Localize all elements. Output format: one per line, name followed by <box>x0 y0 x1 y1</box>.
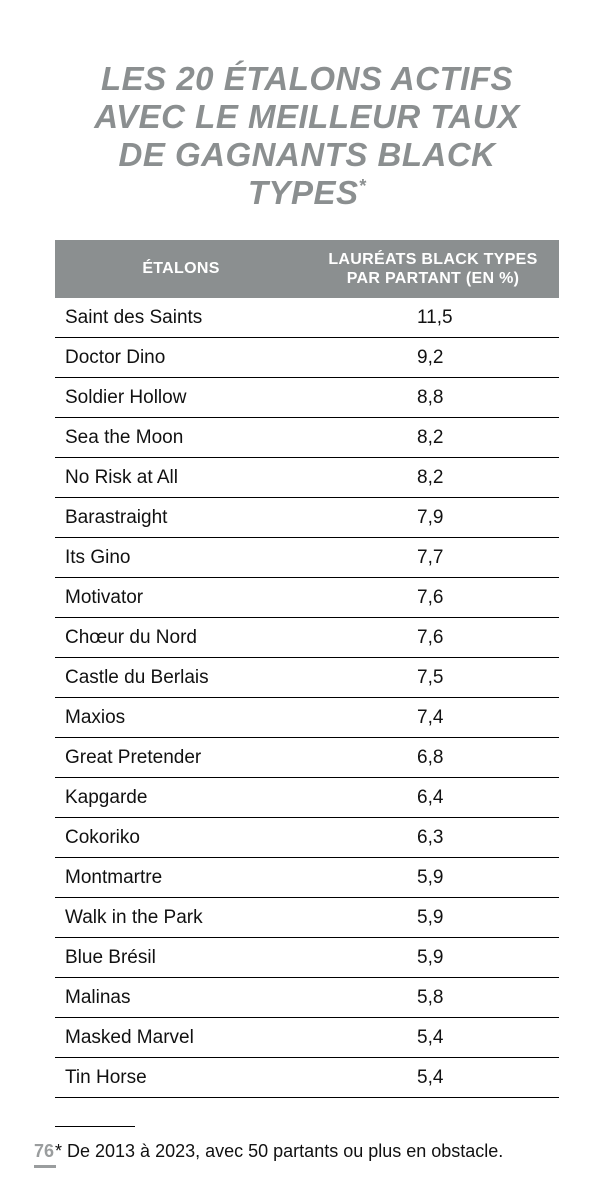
column-header-etalons: ÉTALONS <box>55 240 307 298</box>
cell-percent-value: 8,2 <box>307 458 559 498</box>
cell-stallion-name: Its Gino <box>55 538 307 578</box>
title-line-2: AVEC LE MEILLEUR TAUX <box>55 98 559 136</box>
cell-stallion-name: Sea the Moon <box>55 418 307 458</box>
cell-stallion-name: Masked Marvel <box>55 1018 307 1058</box>
cell-stallion-name: Motivator <box>55 578 307 618</box>
table-header: ÉTALONS LAURÉATS BLACK TYPES PAR PARTANT… <box>55 240 559 298</box>
cell-stallion-name: Doctor Dino <box>55 338 307 378</box>
table-row: Soldier Hollow8,8 <box>55 378 559 418</box>
cell-stallion-name: Saint des Saints <box>55 298 307 338</box>
table-row: Doctor Dino9,2 <box>55 338 559 378</box>
table-row: Chœur du Nord7,6 <box>55 618 559 658</box>
column-header-laureats-line2: PAR PARTANT (EN %) <box>347 270 520 287</box>
table-row: Saint des Saints11,5 <box>55 298 559 338</box>
cell-percent-value: 7,5 <box>307 658 559 698</box>
table-row: Maxios7,4 <box>55 698 559 738</box>
cell-stallion-name: Chœur du Nord <box>55 618 307 658</box>
table-row: Montmartre5,9 <box>55 858 559 898</box>
cell-stallion-name: Tin Horse <box>55 1058 307 1098</box>
column-header-laureats-line1: LAURÉATS BLACK TYPES <box>328 251 537 268</box>
cell-percent-value: 7,4 <box>307 698 559 738</box>
cell-stallion-name: Maxios <box>55 698 307 738</box>
cell-percent-value: 7,6 <box>307 618 559 658</box>
table-row: Cokoriko6,3 <box>55 818 559 858</box>
table-row: Sea the Moon8,2 <box>55 418 559 458</box>
title-asterisk: * <box>359 176 367 196</box>
table-row: Barastraight7,9 <box>55 498 559 538</box>
cell-percent-value: 7,6 <box>307 578 559 618</box>
cell-percent-value: 6,3 <box>307 818 559 858</box>
table-row: Masked Marvel5,4 <box>55 1018 559 1058</box>
table-row: Great Pretender6,8 <box>55 738 559 778</box>
table-row: Castle du Berlais7,5 <box>55 658 559 698</box>
cell-percent-value: 6,4 <box>307 778 559 818</box>
cell-percent-value: 11,5 <box>307 298 559 338</box>
cell-stallion-name: Montmartre <box>55 858 307 898</box>
cell-percent-value: 9,2 <box>307 338 559 378</box>
cell-stallion-name: Blue Brésil <box>55 938 307 978</box>
title-line-3-text: DE GAGNANTS BLACK TYPES <box>119 136 496 211</box>
stallion-table: ÉTALONS LAURÉATS BLACK TYPES PAR PARTANT… <box>55 240 559 1098</box>
cell-percent-value: 6,8 <box>307 738 559 778</box>
table-row: Blue Brésil5,9 <box>55 938 559 978</box>
table-row: Walk in the Park5,9 <box>55 898 559 938</box>
footnote-rule <box>55 1126 135 1127</box>
cell-percent-value: 8,8 <box>307 378 559 418</box>
table-row: Kapgarde6,4 <box>55 778 559 818</box>
cell-percent-value: 5,9 <box>307 938 559 978</box>
cell-stallion-name: Barastraight <box>55 498 307 538</box>
title-line-3: DE GAGNANTS BLACK TYPES* <box>55 136 559 212</box>
cell-stallion-name: Great Pretender <box>55 738 307 778</box>
cell-percent-value: 5,4 <box>307 1018 559 1058</box>
cell-stallion-name: No Risk at All <box>55 458 307 498</box>
table-row: Its Gino7,7 <box>55 538 559 578</box>
cell-percent-value: 8,2 <box>307 418 559 458</box>
table-row: Motivator7,6 <box>55 578 559 618</box>
page-number: 76 <box>34 1141 56 1168</box>
cell-percent-value: 7,9 <box>307 498 559 538</box>
title-line-1: LES 20 ÉTALONS ACTIFS <box>55 60 559 98</box>
footnote-text: * De 2013 à 2023, avec 50 partants ou pl… <box>55 1141 559 1162</box>
column-header-laureats: LAURÉATS BLACK TYPES PAR PARTANT (EN %) <box>307 240 559 298</box>
cell-stallion-name: Malinas <box>55 978 307 1018</box>
cell-stallion-name: Walk in the Park <box>55 898 307 938</box>
cell-percent-value: 5,4 <box>307 1058 559 1098</box>
cell-stallion-name: Soldier Hollow <box>55 378 307 418</box>
cell-percent-value: 7,7 <box>307 538 559 578</box>
table-row: No Risk at All8,2 <box>55 458 559 498</box>
cell-percent-value: 5,9 <box>307 898 559 938</box>
cell-stallion-name: Cokoriko <box>55 818 307 858</box>
cell-stallion-name: Castle du Berlais <box>55 658 307 698</box>
table-body: Saint des Saints11,5Doctor Dino9,2Soldie… <box>55 298 559 1098</box>
cell-percent-value: 5,8 <box>307 978 559 1018</box>
cell-stallion-name: Kapgarde <box>55 778 307 818</box>
table-row: Tin Horse5,4 <box>55 1058 559 1098</box>
page-title: LES 20 ÉTALONS ACTIFS AVEC LE MEILLEUR T… <box>55 60 559 212</box>
table-row: Malinas5,8 <box>55 978 559 1018</box>
cell-percent-value: 5,9 <box>307 858 559 898</box>
